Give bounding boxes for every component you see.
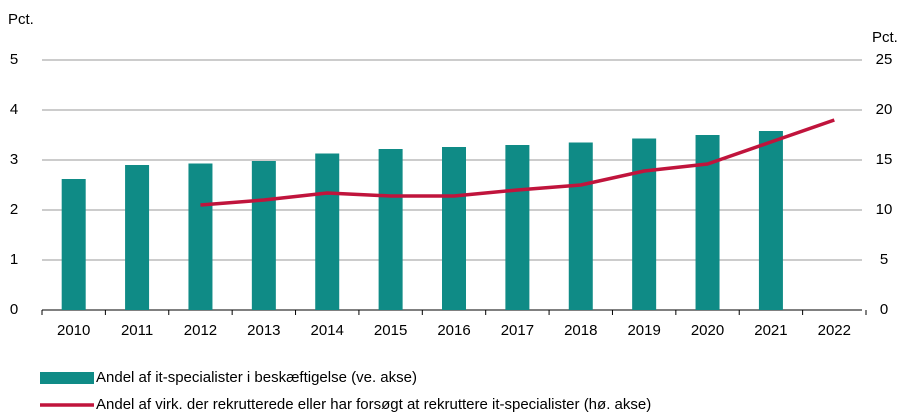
line-series xyxy=(200,118,835,207)
x-tick-label: 2019 xyxy=(627,322,660,339)
legend-label: Andel af it-specialister i beskæftigelse… xyxy=(96,369,417,386)
bar xyxy=(758,131,783,310)
bar xyxy=(125,165,150,310)
x-tick-label: 2021 xyxy=(754,322,787,339)
bar xyxy=(442,147,466,310)
bar xyxy=(61,179,86,310)
x-tick-label: 2022 xyxy=(818,322,851,339)
x-tick-label: 2012 xyxy=(184,322,217,339)
x-tick-label: 2014 xyxy=(311,322,344,339)
bar xyxy=(632,138,657,310)
bar xyxy=(188,163,213,310)
y2-axis-label: Pct. xyxy=(872,29,898,46)
bar xyxy=(568,142,593,310)
x-tick-label: 2018 xyxy=(564,322,597,339)
bar xyxy=(251,161,276,310)
bar xyxy=(378,149,403,310)
x-tick-label: 2020 xyxy=(691,322,724,339)
x-tick-label: 2010 xyxy=(57,322,90,339)
y-axis-label: Pct. xyxy=(8,11,34,28)
x-tick-label: 2017 xyxy=(501,322,534,339)
legend-swatch xyxy=(40,372,94,384)
y2-tick-label: 25 xyxy=(876,51,893,68)
bar xyxy=(315,153,340,310)
legend-label: Andel af virk. der rekrutterede eller ha… xyxy=(96,396,651,413)
y2-tick-label: 20 xyxy=(876,101,893,118)
y2-tick-label: 15 xyxy=(876,151,893,168)
y2-tick-label: 0 xyxy=(880,301,888,318)
x-tick-label: 2013 xyxy=(247,322,280,339)
x-tick-label: 2015 xyxy=(374,322,407,339)
y-tick-label: 3 xyxy=(10,151,18,168)
x-tick-label: 2011 xyxy=(121,322,153,339)
y-tick-label: 4 xyxy=(10,101,18,118)
bar xyxy=(505,145,530,310)
y-tick-label: 5 xyxy=(10,51,18,68)
y2-tick-label: 10 xyxy=(876,201,893,218)
y-tick-label: 1 xyxy=(10,251,18,268)
y-tick-label: 0 xyxy=(10,301,18,318)
y-tick-label: 2 xyxy=(10,201,18,218)
x-tick-label: 2016 xyxy=(437,322,470,339)
y2-tick-label: 5 xyxy=(880,251,888,268)
